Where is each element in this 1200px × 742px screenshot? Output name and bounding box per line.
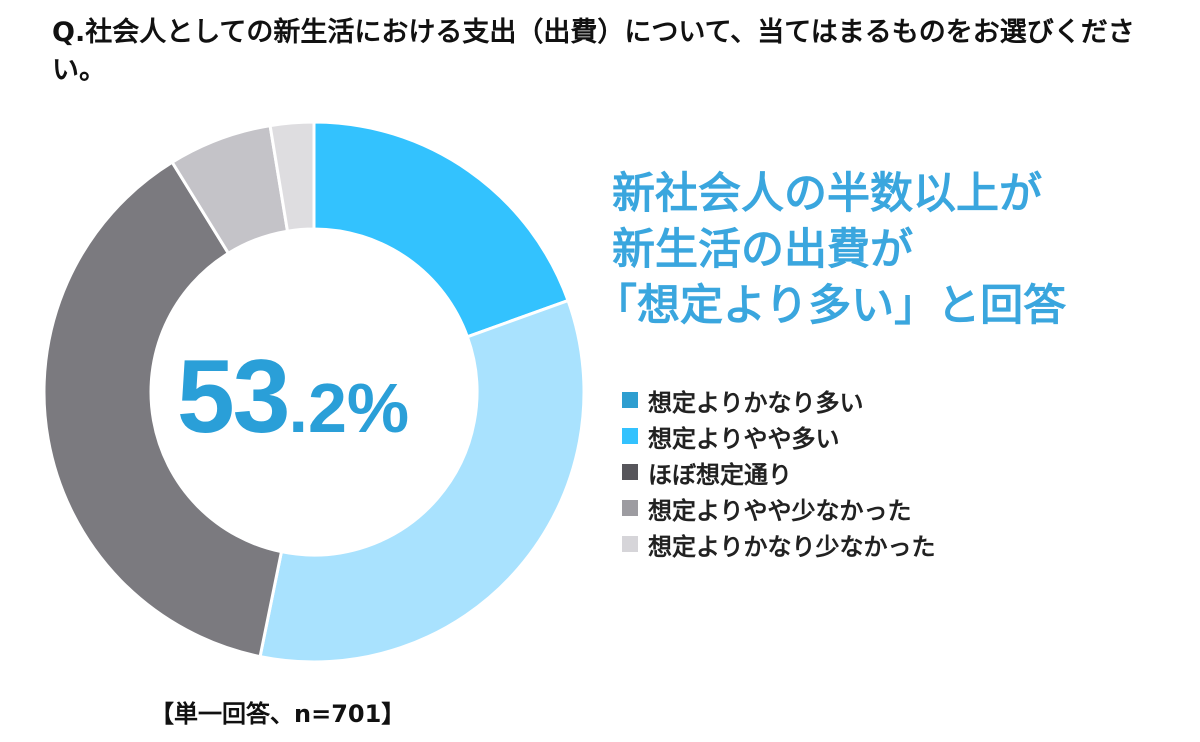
legend-swatch-as-expected [622,464,638,480]
headline-line-1: 新社会人の半数以上が [612,169,1042,219]
legend-item-slightly-more: 想定よりやや多い [622,418,936,454]
headline-line-2: 新生活の出費が [612,225,913,275]
legend-item-as-expected: ほぼ想定通り [622,454,936,490]
center-percentage-dec: .2% [288,369,410,447]
donut-chart [42,120,586,664]
donut-slice-as-expected [42,160,284,659]
headline: 新社会人の半数以上が 新生活の出費が 「想定より多い」と回答 [594,166,1172,334]
center-percentage-int: 53 [176,339,291,455]
legend-swatch-slightly-less [622,500,638,516]
legend-label-as-expected: ほぼ想定通り [648,460,792,489]
legend-label-slightly-more: 想定よりやや多い [648,424,840,453]
footnote: 【単一回答、n=701】 [150,700,406,728]
legend-item-much-more: 想定よりかなり多い [622,382,936,418]
legend-label-much-less: 想定よりかなり少なかった [648,532,936,561]
legend-label-much-more: 想定よりかなり多い [648,388,864,417]
legend-swatch-slightly-more [622,428,638,444]
legend-swatch-much-less [622,536,638,552]
donut-slice-much-less [268,120,316,233]
legend: 想定よりかなり多い 想定よりやや多い ほぼ想定通り 想定よりやや少なかった 想定… [622,382,936,562]
legend-label-slightly-less: 想定よりやや少なかった [648,496,912,525]
headline-line-3: 「想定より多い」と回答 [594,281,1067,331]
donut-slice-much-more [312,120,570,339]
legend-item-slightly-less: 想定よりやや少なかった [622,490,936,526]
question-title: Q.社会人としての新生活における支出（出費）について、当てはまるものをお選びくだ… [52,17,1135,86]
legend-item-much-less: 想定よりかなり少なかった [622,526,936,562]
donut-slice-slightly-more [258,298,586,664]
legend-swatch-much-more [622,392,638,408]
center-percentage: 53.2% [158,345,428,449]
